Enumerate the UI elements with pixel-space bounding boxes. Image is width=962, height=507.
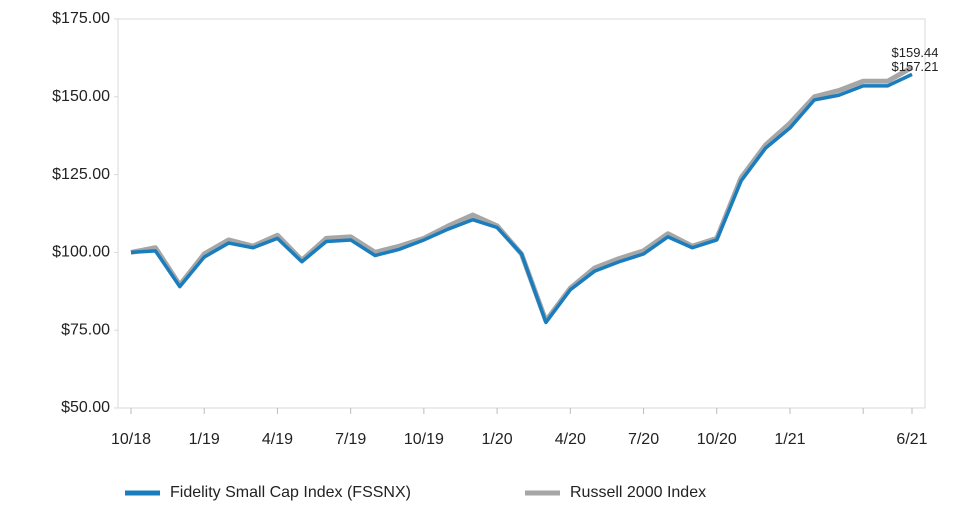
y-tick-label: $125.00 <box>52 166 110 183</box>
plot-frame <box>117 18 926 409</box>
x-tick-label: 6/21 <box>896 431 927 448</box>
x-tick-label: 1/19 <box>189 431 220 448</box>
legend-label: Russell 2000 Index <box>570 484 706 501</box>
value-label: $159.44 <box>892 45 939 60</box>
x-tick-label: 4/20 <box>555 431 586 448</box>
series-line <box>130 65 914 324</box>
y-tick-label: $150.00 <box>52 88 110 105</box>
series-line <box>130 72 913 325</box>
y-tick-label: $75.00 <box>61 321 110 338</box>
y-tick-label: $175.00 <box>52 10 110 27</box>
x-tick-label: 1/21 <box>774 431 805 448</box>
x-tick-label: 10/19 <box>404 431 444 448</box>
y-tick-label: $100.00 <box>52 244 110 261</box>
x-tick-label: 10/20 <box>697 431 737 448</box>
x-tick-label: 10/18 <box>111 431 151 448</box>
x-tick-label: 4/19 <box>262 431 293 448</box>
legend-label: Fidelity Small Cap Index (FSSNX) <box>170 484 411 501</box>
y-tick-label: $50.00 <box>61 399 110 416</box>
x-tick-label: 1/20 <box>482 431 513 448</box>
value-label: $157.21 <box>892 59 939 74</box>
x-tick-label: 7/19 <box>335 431 366 448</box>
x-tick-label: 7/20 <box>628 431 659 448</box>
